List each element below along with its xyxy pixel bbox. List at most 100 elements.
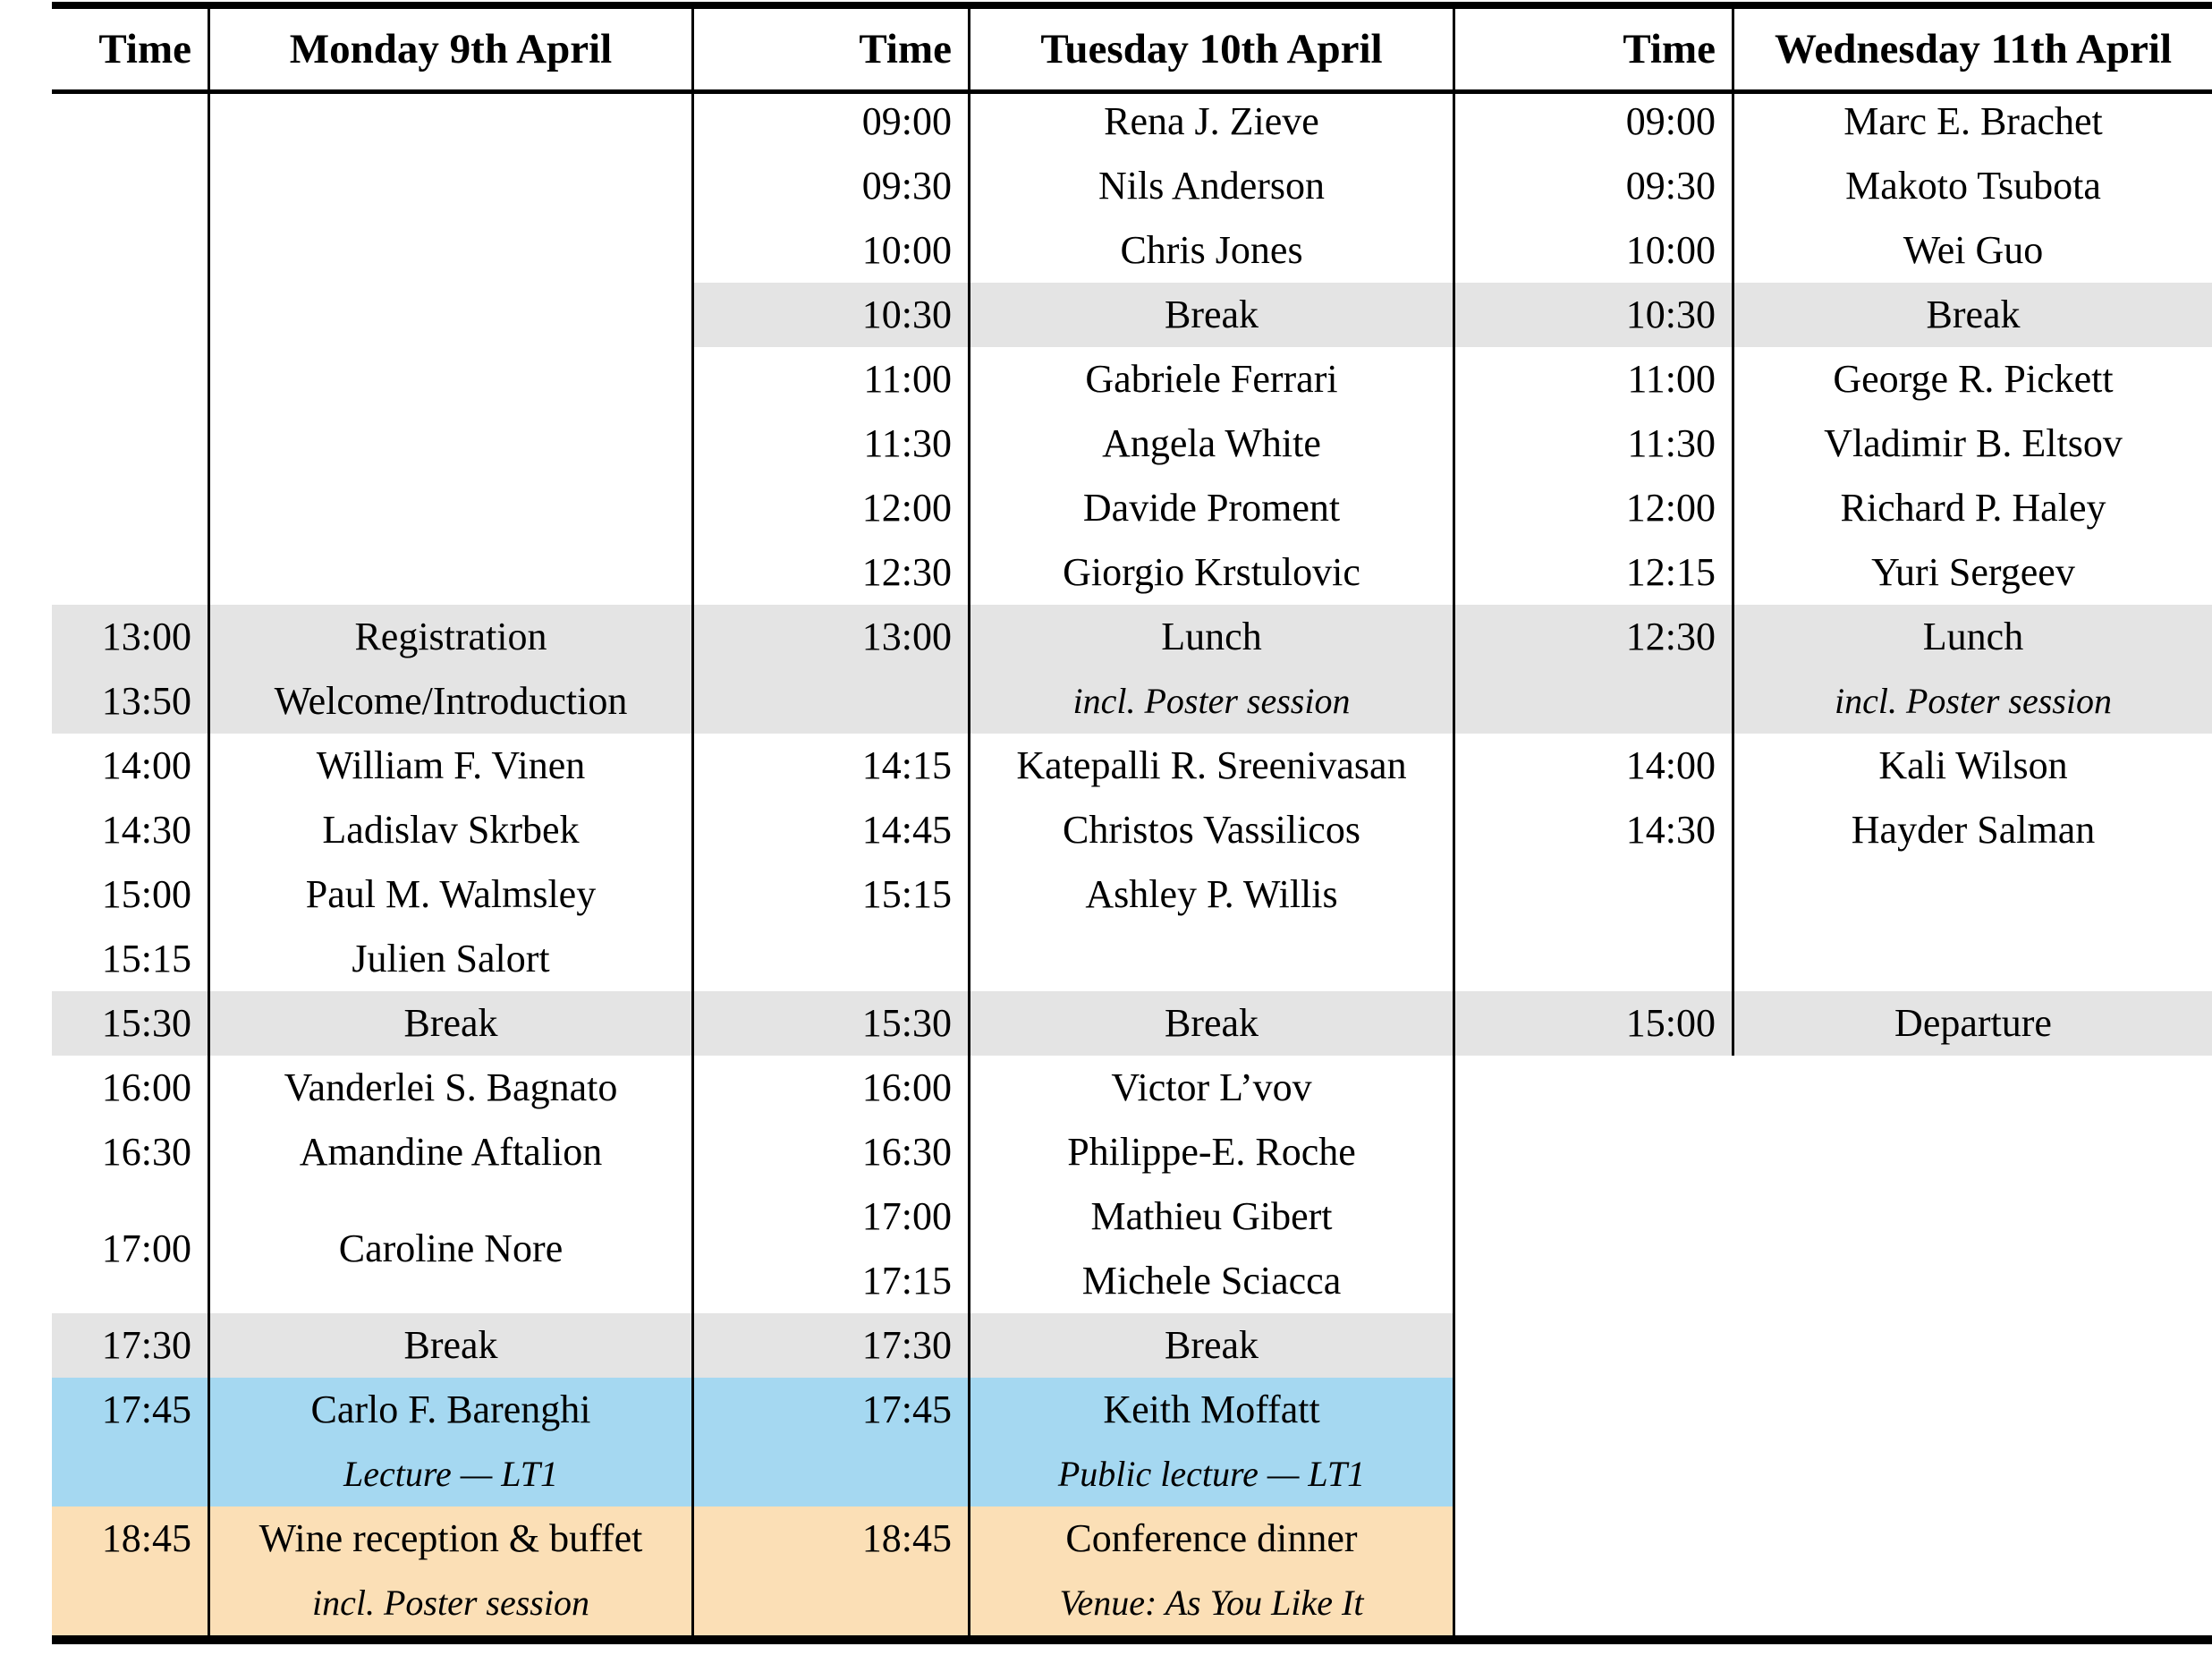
time-label: 12:00 <box>1625 486 1716 530</box>
event-label: Break <box>1164 293 1259 336</box>
event-cell: Registration Welcome/Introduction <box>208 605 694 734</box>
event-cell: Break <box>968 991 1455 1056</box>
event-label: Giorgio Krstulovic <box>1063 550 1360 594</box>
time-label <box>52 1442 208 1506</box>
time-slot-cell: 11:30 <box>694 412 968 476</box>
time-slot-cell: 16:00 <box>694 1056 968 1120</box>
event-cell: Yuri Sergeev <box>1732 540 2212 605</box>
event-cell: Rena J. Zieve <box>968 89 1455 154</box>
time-label: 11:30 <box>863 421 952 465</box>
time-label: 17:45 <box>101 1388 191 1431</box>
time-label: 11:00 <box>1627 357 1716 401</box>
event-cell: Christos Vassilicos <box>968 798 1455 862</box>
time-label: 15:30 <box>101 1001 191 1045</box>
time-slot-cell: 09:00 <box>694 89 968 154</box>
time-label: 17:30 <box>861 1323 952 1367</box>
time-slot-cell: 15:15 <box>694 862 968 927</box>
time-slot-cell: 12:00 <box>694 476 968 540</box>
time-label: 13:00 <box>861 615 952 658</box>
time-label: 15:00 <box>101 872 191 916</box>
event-label: Chris Jones <box>1120 228 1303 272</box>
event-label: Ladislav Skrbek <box>322 808 580 852</box>
time-label: 12:30 <box>1625 615 1716 658</box>
time-slot-cell: 09:30 <box>694 154 968 218</box>
event-label: Angela White <box>1102 421 1321 465</box>
event-label: Break <box>403 1323 498 1367</box>
time-label: 12:15 <box>1625 550 1716 594</box>
event-cell: Break <box>208 1313 694 1378</box>
event-cell: Gabriele Ferrari <box>968 347 1455 412</box>
time-slot-cell: 14:45 <box>694 798 968 862</box>
time-label: 09:30 <box>861 164 952 208</box>
time-slot-cell: 18:45 <box>52 1506 208 1635</box>
time-slot-cell: 15:00 <box>1455 991 1732 1056</box>
event-label: Davide Proment <box>1082 486 1341 530</box>
event-cell: Carlo F. Barenghi Lecture — LT1 <box>208 1378 694 1506</box>
time-label: 10:00 <box>1625 228 1716 272</box>
time-slot-cell: 17:30 <box>52 1313 208 1378</box>
time-label: 10:30 <box>1625 293 1716 336</box>
event-cell: Victor L’vov <box>968 1056 1455 1120</box>
event-note: incl. Poster session <box>1072 681 1351 721</box>
time-slot-cell: 17:45 <box>694 1378 968 1506</box>
event-cell: Wei Guo <box>1732 218 2212 283</box>
event-cell: Wine reception & buffet incl. Poster sess… <box>208 1506 694 1635</box>
time-label: 18:45 <box>101 1516 191 1560</box>
event-label: Katepalli R. Sreenivasan <box>1016 743 1407 787</box>
time-slot-cell: 10:00 <box>694 218 968 283</box>
event-cell: Break <box>968 283 1455 347</box>
time-slot-cell: 11:00 <box>1455 347 1732 412</box>
time-label: 16:00 <box>861 1065 952 1109</box>
event-cell: Michele Sciacca <box>968 1249 1455 1313</box>
event-label: Break <box>1926 293 2021 336</box>
time-label: 11:00 <box>863 357 952 401</box>
event-cell <box>1732 862 2212 991</box>
event-label: Gabriele Ferrari <box>1085 357 1338 401</box>
time-slot-cell: 15:15 <box>52 927 208 991</box>
event-note: incl. Poster session <box>312 1583 589 1623</box>
time-slot-cell <box>1455 862 1732 991</box>
event-cell: George R. Pickett <box>1732 347 2212 412</box>
top-rule <box>52 2 2212 9</box>
time-label <box>694 1442 968 1506</box>
time-label: 14:30 <box>1625 808 1716 852</box>
event-label: Vanderlei S. Bagnato <box>284 1065 618 1109</box>
time-column-header: Time <box>1623 26 1716 72</box>
event-cell: Departure <box>1732 991 2212 1056</box>
event-label: William F. Vinen <box>316 743 586 787</box>
time-label <box>1455 669 1732 734</box>
event-cell: Giorgio Krstulovic <box>968 540 1455 605</box>
time-slot-cell: 15:30 <box>52 991 208 1056</box>
time-slot-cell: 17:00 <box>52 1184 208 1313</box>
time-label: 09:30 <box>1625 164 1716 208</box>
event-label: Yuri Sergeev <box>1871 550 2075 594</box>
time-column-header: Time <box>98 26 191 72</box>
time-slot-cell <box>52 89 208 605</box>
event-label: Conference dinner <box>1065 1516 1358 1560</box>
event-label: Break <box>1164 1323 1259 1367</box>
event-cell: Lunch incl. Poster session <box>1732 605 2212 734</box>
event-cell: Makoto Tsubota <box>1732 154 2212 218</box>
event-cell: Davide Proment <box>968 476 1455 540</box>
event-label: Wei Guo <box>1903 228 2044 272</box>
event-note: Public lecture — LT1 <box>1057 1454 1366 1494</box>
time-slot-cell: 12:30 <box>1455 605 1732 734</box>
event-label: Victor L’vov <box>1111 1065 1312 1109</box>
time-slot-cell: 11:00 <box>694 347 968 412</box>
event-label: Mathieu Gibert <box>1090 1194 1333 1238</box>
event-cell: Amandine Aftalion <box>208 1120 694 1184</box>
event-cell: Paul M. Walmsley <box>208 862 694 927</box>
time-label: 15:00 <box>1625 1001 1716 1045</box>
time-slot-cell: 14:30 <box>1455 798 1732 862</box>
event-label: Vladimir B. Eltsov <box>1824 421 2123 465</box>
event-cell: Katepalli R. Sreenivasan <box>968 734 1455 798</box>
time-label: 09:00 <box>1625 99 1716 143</box>
time-label: 14:45 <box>861 808 952 852</box>
event-cell: Lunch incl. Poster session <box>968 605 1455 734</box>
event-note: Venue: As You Like It <box>1059 1583 1364 1623</box>
event-label: Richard P. Haley <box>1840 486 2106 530</box>
day-column-header: Tuesday 10th April <box>968 9 1455 89</box>
event-label: Hayder Salman <box>1851 808 2096 852</box>
time-label: 16:00 <box>101 1065 191 1109</box>
event-label: Makoto Tsubota <box>1845 164 2101 208</box>
